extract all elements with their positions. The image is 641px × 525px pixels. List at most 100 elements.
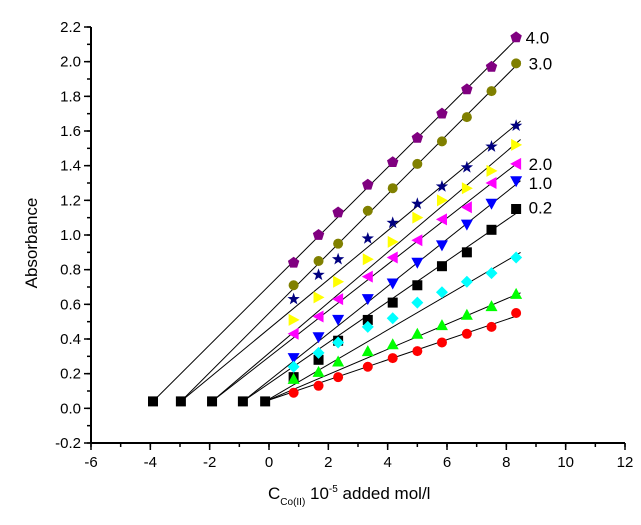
data-point-magenta-series bbox=[510, 157, 522, 170]
markers bbox=[148, 31, 523, 407]
data-point-star-series bbox=[411, 197, 424, 210]
data-point-3.0 bbox=[362, 205, 373, 216]
x-axis-title-main: C bbox=[268, 484, 280, 503]
data-point-cyan-series bbox=[332, 336, 345, 349]
x-tick-label: 0 bbox=[265, 454, 273, 471]
data-point-1.0 bbox=[411, 257, 424, 269]
x-axis-title-subscript: Co(II) bbox=[280, 497, 305, 508]
x-tick-label: 2 bbox=[324, 454, 332, 471]
fit-line-star-series bbox=[180, 120, 521, 402]
data-point-green-series bbox=[287, 372, 300, 384]
data-point-4.0 bbox=[436, 107, 448, 119]
data-point-star-series bbox=[287, 292, 300, 305]
data-point-red-series bbox=[486, 321, 497, 332]
data-point-4.0 bbox=[362, 178, 374, 190]
x-axis-title-superscript: -5 bbox=[329, 484, 338, 495]
x-tick-label: 6 bbox=[443, 454, 451, 471]
data-point-2.0 bbox=[461, 182, 473, 195]
y-tick-label: 2.0 bbox=[60, 54, 81, 71]
data-point-green-series bbox=[332, 355, 345, 367]
intercept-point bbox=[207, 396, 218, 407]
series-label: 4.0 bbox=[526, 28, 550, 47]
x-axis-title: CCo(II) 10-5 added mol/l bbox=[268, 484, 430, 508]
data-point-magenta-series bbox=[386, 251, 398, 264]
y-tick-label: 2.2 bbox=[60, 19, 81, 36]
data-point-1.0 bbox=[287, 353, 300, 365]
series-label: 0.2 bbox=[529, 198, 553, 217]
intercept-point bbox=[260, 396, 271, 407]
data-point-green-series bbox=[460, 308, 473, 320]
data-point-cyan-series bbox=[312, 346, 325, 359]
data-point-green-series bbox=[485, 300, 498, 312]
data-point-2.0 bbox=[362, 253, 374, 266]
data-point-red-series bbox=[511, 308, 522, 318]
data-point-star-series bbox=[485, 140, 498, 152]
fit-line-0.2 bbox=[242, 209, 521, 402]
data-point-0.2 bbox=[362, 314, 373, 325]
x-tick-label: -6 bbox=[84, 454, 97, 471]
data-point-magenta-series bbox=[361, 270, 373, 283]
data-point-3.0 bbox=[436, 136, 447, 147]
data-point-star-series bbox=[386, 216, 399, 229]
data-point-4.0 bbox=[387, 156, 399, 168]
data-point-4.0 bbox=[312, 229, 325, 240]
data-point-cyan-series bbox=[435, 286, 448, 299]
data-point-1.0 bbox=[485, 198, 498, 210]
data-point-0.2 bbox=[486, 224, 497, 235]
fit-line-cyan-series bbox=[264, 252, 521, 402]
y-tick-label: 0.8 bbox=[60, 262, 81, 279]
data-point-0.2 bbox=[436, 261, 447, 272]
series-label: 3.0 bbox=[529, 54, 553, 73]
data-point-2.0 bbox=[313, 291, 325, 304]
data-point-magenta-series bbox=[287, 327, 299, 340]
x-tick-label: 12 bbox=[617, 454, 634, 471]
x-axis-title-mid: 10 bbox=[305, 484, 329, 503]
annotations: 4.0 3.0 2.01.0 0.2 bbox=[526, 28, 553, 217]
y-axis-title: Absorbance bbox=[22, 198, 41, 289]
data-point-magenta-series bbox=[312, 310, 324, 323]
data-point-star-series bbox=[312, 268, 325, 281]
x-tick-label: 8 bbox=[502, 454, 510, 471]
y-tick-label: 1.6 bbox=[60, 123, 81, 140]
data-point-3.0 bbox=[333, 238, 344, 249]
intercept-point bbox=[148, 396, 159, 407]
data-point-red-series bbox=[387, 353, 398, 364]
data-point-magenta-series bbox=[332, 293, 344, 306]
data-point-4.0 bbox=[332, 206, 344, 218]
data-point-4.0 bbox=[461, 83, 473, 95]
x-tick-label: -4 bbox=[144, 454, 157, 471]
data-point-green-series bbox=[361, 345, 374, 357]
y-tick-label: -0.2 bbox=[55, 435, 81, 452]
data-point-star-series bbox=[361, 231, 374, 244]
data-point-red-series bbox=[412, 346, 423, 357]
data-point-1.0 bbox=[435, 240, 448, 252]
data-point-magenta-series bbox=[460, 201, 472, 214]
data-point-2.0 bbox=[387, 235, 399, 248]
data-point-2.0 bbox=[486, 164, 498, 177]
data-point-2.0 bbox=[436, 194, 448, 207]
y-tick-label: 1.0 bbox=[60, 227, 81, 244]
data-point-green-series bbox=[312, 365, 325, 377]
y-tick-label: 0.6 bbox=[60, 296, 81, 313]
data-point-2.0 bbox=[288, 313, 300, 326]
data-point-0.2 bbox=[313, 354, 324, 365]
data-point-0.2 bbox=[461, 247, 472, 258]
fit-lines bbox=[152, 34, 521, 402]
data-point-cyan-series bbox=[361, 320, 374, 333]
y-tick-label: 0.0 bbox=[60, 400, 81, 417]
data-point-1.0 bbox=[332, 314, 345, 326]
data-point-magenta-series bbox=[435, 213, 447, 226]
intercept-point bbox=[175, 396, 186, 407]
fit-line-1.0 bbox=[242, 180, 521, 402]
data-point-red-series bbox=[461, 328, 472, 339]
fit-line-magenta-series bbox=[211, 160, 521, 402]
fit-line-4.0 bbox=[152, 34, 521, 402]
data-point-3.0 bbox=[412, 158, 423, 169]
data-point-3.0 bbox=[387, 183, 398, 194]
data-point-green-series bbox=[510, 287, 523, 299]
data-point-2.0 bbox=[333, 275, 345, 288]
data-point-magenta-series bbox=[485, 177, 497, 189]
data-point-2.0 bbox=[412, 211, 424, 224]
data-point-0.2 bbox=[387, 297, 398, 308]
data-point-4.0 bbox=[485, 60, 498, 72]
